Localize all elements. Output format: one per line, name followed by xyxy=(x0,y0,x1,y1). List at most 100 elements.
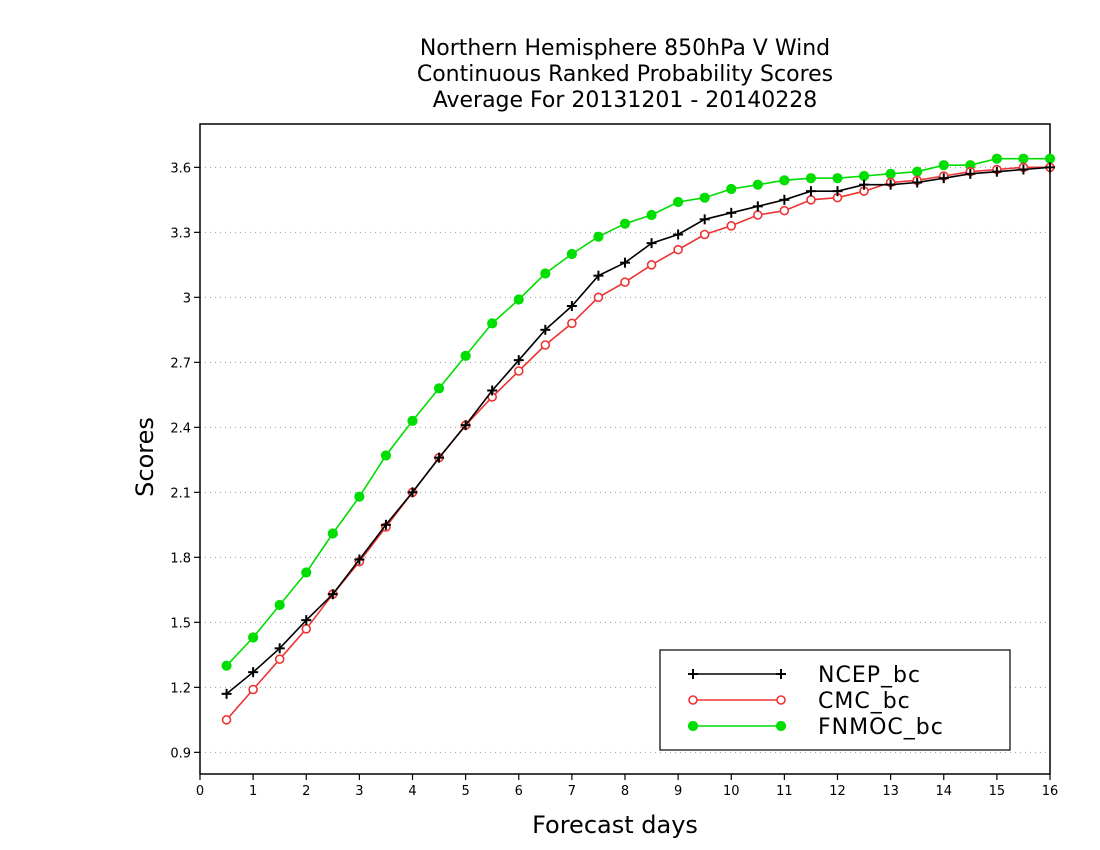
marker-fnmoc-bc-point xyxy=(593,231,604,242)
chart-title-line-2: Continuous Ranked Probability Scores xyxy=(416,62,834,87)
marker-ncep-bc-point xyxy=(620,257,630,268)
axis-ticks: 0.91.21.51.82.12.42.733.33.60 1 2 3 4 5 6 7 8 9 10… xyxy=(170,161,1058,799)
marker-ncep-bc-point xyxy=(938,173,949,184)
y-axis-title: Scores xyxy=(131,417,159,497)
y-tick-label: 2.1 xyxy=(170,486,191,501)
marker-ncep-bc-point xyxy=(221,688,232,699)
series-lines xyxy=(221,153,1056,725)
marker-ncep-bc-point xyxy=(1045,162,1055,173)
marker-ncep-bc-point xyxy=(327,589,338,600)
x-tick-label: 15 xyxy=(989,784,1006,799)
marker-ncep-bc-point xyxy=(646,238,657,249)
marker-cmc-bc-point xyxy=(248,684,258,695)
marker-ncep-bc-point xyxy=(274,643,285,654)
marker-fnmoc-bc-point xyxy=(752,179,763,190)
marker-ncep-bc-point xyxy=(776,669,786,679)
y-tick-label: 1.5 xyxy=(170,616,191,631)
marker-ncep-bc-point xyxy=(434,452,445,463)
marker-ncep-bc-point xyxy=(885,179,896,190)
x-tick-label: 11 xyxy=(776,784,793,799)
legend-entry-fnmoc-bc: FNMOC_bc xyxy=(687,715,944,740)
x-axis-title: Forecast days xyxy=(532,811,698,839)
marker-cmc-bc-point xyxy=(593,292,604,303)
marker-cmc-bc-point xyxy=(567,318,577,329)
marker-ncep-bc-point xyxy=(673,229,684,240)
legend-entry-ncep-bc: NCEP_bc xyxy=(688,663,920,688)
marker-ncep-bc-point xyxy=(513,355,524,366)
marker-cmc-bc-point xyxy=(274,654,285,664)
marker-cmc-bc-point xyxy=(699,229,710,240)
x-tick-label: 16 xyxy=(1042,784,1059,799)
marker-fnmoc-bc-point xyxy=(912,166,923,177)
y-tick-label: 0.9 xyxy=(170,746,191,761)
marker-fnmoc-bc-point xyxy=(775,720,787,732)
marker-ncep-bc-point xyxy=(991,166,1002,177)
y-tick-label: 3.3 xyxy=(170,226,191,241)
series-cmc-bc xyxy=(221,162,1055,725)
series-fnmoc-bc xyxy=(221,153,1056,671)
marker-ncep-bc-point xyxy=(487,385,498,396)
marker-fnmoc-bc-point xyxy=(540,268,551,279)
y-tick-label: 1.8 xyxy=(170,551,191,566)
chart-title-line-3: Average For 20131201 - 20140228 xyxy=(432,88,818,113)
marker-fnmoc-bc-point xyxy=(673,196,684,208)
marker-cmc-bc-point xyxy=(301,624,312,634)
x-tick-label: 8 xyxy=(621,784,629,799)
marker-cmc-bc-point xyxy=(776,695,786,705)
x-tick-label: 9 xyxy=(674,784,682,799)
marker-cmc-bc-point xyxy=(806,195,816,205)
marker-ncep-bc-point xyxy=(301,615,312,626)
y-tick-label: 3 xyxy=(183,291,191,306)
marker-ncep-bc-point xyxy=(965,168,976,179)
marker-cmc-bc-point xyxy=(620,277,630,287)
legend-entry-cmc-bc: CMC_bc xyxy=(688,689,911,714)
legend-label-cmc-bc: CMC_bc xyxy=(818,689,911,714)
marker-ncep-bc-point xyxy=(566,301,577,311)
y-tick-label: 2.7 xyxy=(170,356,191,371)
marker-fnmoc-bc-point xyxy=(460,350,471,361)
marker-ncep-bc-point xyxy=(752,201,763,212)
x-tick-label: 4 xyxy=(408,784,416,799)
marker-fnmoc-bc-point xyxy=(805,173,817,184)
marker-cmc-bc-point xyxy=(726,221,737,231)
marker-cmc-bc-point xyxy=(540,340,551,350)
marker-fnmoc-bc-point xyxy=(1044,153,1056,164)
x-tick-label: 13 xyxy=(882,784,899,799)
marker-fnmoc-bc-point xyxy=(726,183,737,195)
x-tick-label: 3 xyxy=(355,784,363,799)
marker-fnmoc-bc-point xyxy=(699,192,710,203)
marker-fnmoc-bc-point xyxy=(1018,153,1029,164)
series-line-ncep-bc xyxy=(226,166,1051,695)
marker-fnmoc-bc-point xyxy=(274,599,285,611)
grid-lines xyxy=(200,166,1050,753)
chart-title-line-1: Northern Hemisphere 850hPa V Wind xyxy=(419,36,831,61)
marker-fnmoc-bc-point xyxy=(407,415,418,426)
marker-ncep-bc-point xyxy=(540,324,551,335)
x-tick-label: 7 xyxy=(568,784,576,799)
x-tick-label: 5 xyxy=(461,784,469,799)
marker-ncep-bc-point xyxy=(805,186,816,197)
legend-label-fnmoc-bc: FNMOC_bc xyxy=(818,715,944,740)
marker-fnmoc-bc-point xyxy=(991,153,1002,164)
marker-cmc-bc-point xyxy=(646,260,657,270)
x-tick-label: 10 xyxy=(723,784,740,799)
series-line-cmc-bc xyxy=(225,166,1050,721)
marker-ncep-bc-point xyxy=(354,554,365,565)
marker-cmc-bc-point xyxy=(673,244,683,255)
marker-fnmoc-bc-point xyxy=(433,383,445,394)
marker-fnmoc-bc-point xyxy=(354,491,365,502)
marker-cmc-bc-point xyxy=(753,210,763,220)
marker-ncep-bc-point xyxy=(248,667,259,678)
marker-fnmoc-bc-point xyxy=(858,170,870,182)
marker-ncep-bc-point xyxy=(460,420,471,431)
marker-ncep-bc-point xyxy=(699,214,710,225)
x-tick-label: 6 xyxy=(515,784,523,799)
marker-fnmoc-bc-point xyxy=(779,175,790,186)
marker-fnmoc-bc-point xyxy=(646,209,657,221)
marker-cmc-bc-point xyxy=(513,366,524,376)
y-tick-label: 1.2 xyxy=(170,681,191,696)
marker-ncep-bc-point xyxy=(912,177,923,188)
marker-fnmoc-bc-point xyxy=(248,632,259,643)
